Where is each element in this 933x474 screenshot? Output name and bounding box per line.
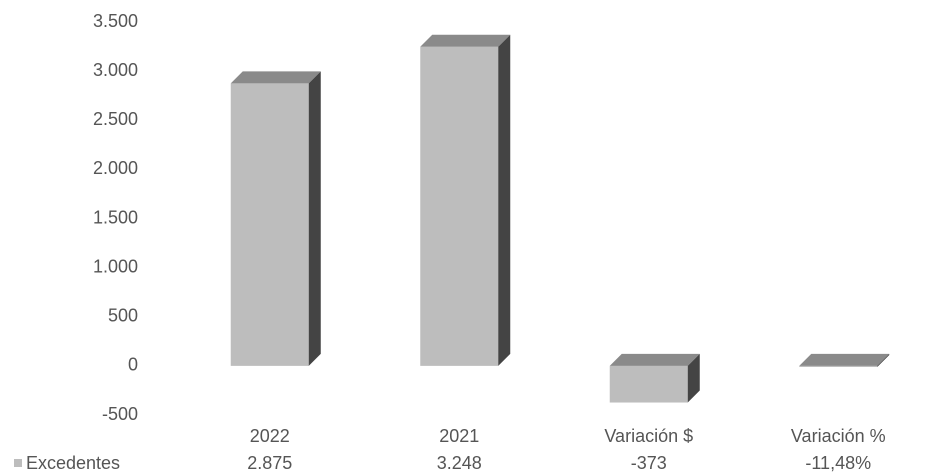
data-table-value: 3.248 (437, 453, 482, 473)
bar-front (609, 365, 688, 403)
bar-top (609, 353, 700, 366)
bar (609, 353, 700, 403)
y-tick-label: 3.000 (93, 60, 138, 80)
y-tick-label: 1.000 (93, 256, 138, 276)
bar-top (420, 34, 511, 47)
x-tick-label: 2021 (439, 426, 479, 446)
bar-side (308, 71, 321, 366)
legend-key (14, 459, 22, 467)
y-tick-label: 0 (128, 355, 138, 375)
bar-top (799, 353, 890, 366)
data-table-value: -11,48% (805, 453, 871, 473)
bar-side (687, 353, 700, 403)
bar-front (799, 365, 878, 368)
bar (420, 34, 511, 366)
y-tick-label: 2.500 (93, 109, 138, 129)
bar-front (230, 83, 309, 366)
y-tick-label: 1.500 (93, 207, 138, 227)
bar-front (420, 46, 499, 366)
data-table-value: 2.875 (247, 453, 292, 473)
y-tick-label: 2.000 (93, 158, 138, 178)
bar-side (877, 353, 890, 368)
bar-top (230, 71, 321, 84)
x-tick-label: Variación $ (604, 426, 693, 446)
y-tick-label: 500 (108, 306, 138, 326)
legend-label: Excedentes (26, 453, 120, 473)
bar (799, 353, 890, 368)
bar-side (498, 34, 511, 366)
y-tick-label: 3.500 (93, 11, 138, 31)
data-table-value: -373 (631, 453, 667, 473)
x-tick-label: 2022 (250, 426, 290, 446)
y-tick-label: -500 (102, 404, 138, 424)
bar (230, 71, 321, 366)
x-tick-label: Variación % (791, 426, 886, 446)
